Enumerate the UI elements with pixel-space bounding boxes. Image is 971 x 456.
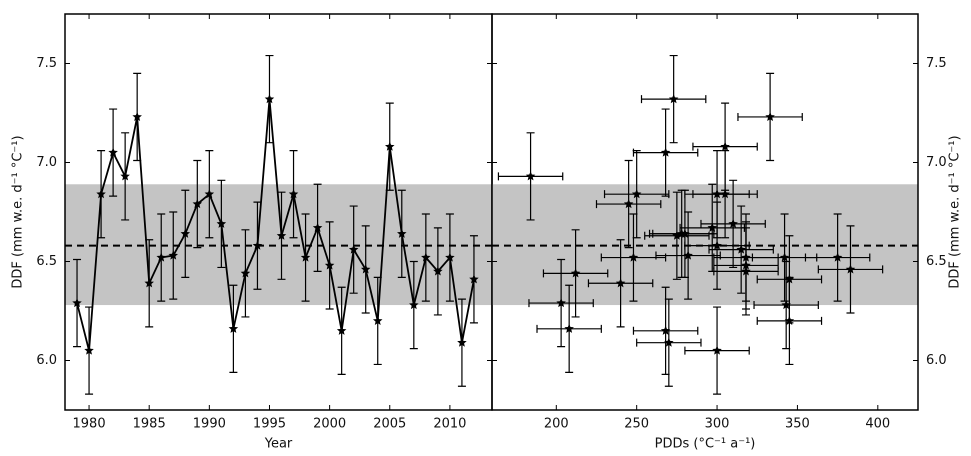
x-tick-label: 400 [865,417,890,432]
marker [728,218,738,228]
marker [96,189,106,199]
x-tick-label: 1995 [253,417,286,432]
marker [784,274,795,284]
marker [288,189,299,199]
y-tick-label: 7.0 [36,155,57,170]
marker [228,323,239,333]
x-tick-label: 2005 [373,417,406,432]
marker [623,199,634,209]
marker [240,268,251,278]
marker [108,147,118,157]
marker [469,274,479,284]
y-axis-label: DDF (mm w.e. d⁻¹ °C⁻¹) [11,135,26,288]
marker [445,252,455,262]
marker [631,189,642,199]
marker [252,240,263,250]
marker [324,260,335,270]
marker [397,228,407,238]
y-tick-label: 6.5 [36,254,57,269]
marker [525,171,536,181]
y-tick-label: 6.0 [926,353,947,368]
y-axis-label: DDF (mm w.e. d⁻¹ °C⁻¹) [948,135,963,288]
marker [736,244,746,254]
x-tick-label: 1980 [73,417,106,432]
marker [409,300,419,310]
marker [741,266,751,276]
marker [348,244,359,254]
marker [628,252,639,262]
x-tick-label: 200 [544,417,569,432]
marker [216,218,227,228]
marker [845,264,856,274]
x-tick-label: 2010 [433,417,466,432]
marker [336,325,347,335]
marker [707,222,717,232]
marker [570,268,581,278]
marker [433,266,443,276]
marker [192,199,203,209]
y-tick-label: 6.5 [926,254,947,269]
marker [204,189,215,199]
x-tick-label: 350 [785,417,810,432]
marker [832,252,843,262]
marker [556,298,566,308]
marker [132,111,142,122]
marker [144,278,154,288]
marker [168,250,179,260]
y-tick-label: 7.5 [36,56,57,71]
marker [385,141,395,151]
marker [360,264,371,274]
marker [300,252,311,262]
marker [72,298,82,308]
marker [615,278,626,288]
data-line [76,99,475,351]
x-tick-label: 250 [624,417,649,432]
marker [457,337,467,347]
marker [180,228,191,238]
marker [712,240,722,250]
x-tick-label: 2000 [313,417,346,432]
x-tick-label: 300 [705,417,730,432]
marker [264,94,275,104]
marker [84,345,94,355]
marker [276,230,287,240]
x-axis-label: PDDs (°C⁻¹ a⁻¹) [655,437,756,452]
y-tick-label: 7.0 [926,155,947,170]
y-tick-label: 6.0 [36,353,57,368]
marker [156,252,166,262]
marker [668,94,679,104]
marker [720,141,730,151]
marker [683,250,693,260]
marker [779,252,790,262]
marker [672,230,682,240]
marker [664,337,674,347]
plot-frame [491,13,919,411]
marker [120,171,130,181]
marker [781,300,791,310]
marker [660,325,671,335]
y-tick-label: 7.5 [926,56,947,71]
marker [564,323,574,333]
marker [720,189,730,199]
marker [660,147,671,157]
marker [712,345,722,355]
marker [765,111,775,122]
x-tick-label: 1985 [133,417,166,432]
marker [421,252,431,262]
marker [676,228,687,238]
marker [312,222,323,232]
x-axis-label: Year [264,437,293,452]
x-tick-label: 1990 [193,417,226,432]
marker [372,315,383,325]
